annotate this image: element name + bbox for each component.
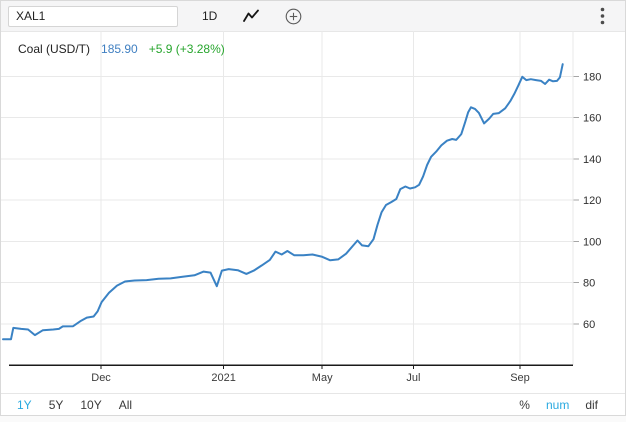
symbol-input[interactable]: [8, 5, 178, 27]
x-tick-label: 2021: [211, 372, 235, 384]
kebab-menu-icon[interactable]: [600, 7, 605, 25]
interval-button[interactable]: 1D: [202, 9, 218, 23]
y-tick-label: 80: [583, 278, 595, 290]
mode-selector: % num dif: [518, 395, 599, 415]
toolbar: 1D: [1, 1, 625, 32]
y-tick-label: 100: [583, 236, 601, 248]
mode-button-percent[interactable]: %: [519, 398, 530, 412]
plus-circle-icon[interactable]: [285, 8, 302, 25]
price-change: +5.9 (+3.28%): [148, 42, 225, 56]
range-button-all[interactable]: All: [118, 398, 133, 412]
y-tick-label: 140: [583, 154, 601, 166]
mode-button-num[interactable]: num: [545, 398, 570, 412]
price-value: 185.90: [101, 42, 138, 56]
y-tick-label: 120: [583, 195, 601, 207]
range-button-5y[interactable]: 5Y: [48, 398, 64, 412]
chart-area[interactable]: 60 80 100 120 140 160 180 Dec 2021 May Jul Sep: [1, 31, 625, 391]
x-tick-label: Jul: [406, 372, 420, 384]
y-tick-label: 60: [583, 319, 595, 331]
range-selector: 1Y 5Y 10Y All: [16, 395, 133, 415]
x-tick-label: May: [312, 372, 333, 384]
price-chart[interactable]: 60 80 100 120 140 160 180 Dec 2021 May Jul Sep: [1, 31, 625, 391]
y-tick-label: 180: [583, 71, 601, 83]
line-chart-icon[interactable]: [243, 9, 260, 23]
x-tick-label: Sep: [510, 372, 530, 384]
x-tick-label: Dec: [91, 372, 111, 384]
mode-button-dif[interactable]: dif: [585, 398, 598, 412]
range-button-1y[interactable]: 1Y: [16, 395, 33, 415]
footer-bar: 1Y 5Y 10Y All % num dif: [1, 393, 625, 415]
range-button-10y[interactable]: 10Y: [80, 398, 102, 412]
legend: Coal (USD/T) 185.90 +5.9 (+3.28%): [18, 42, 225, 56]
instrument-name: Coal (USD/T): [18, 42, 91, 56]
y-tick-label: 160: [583, 113, 601, 125]
price-line: [2, 63, 564, 341]
